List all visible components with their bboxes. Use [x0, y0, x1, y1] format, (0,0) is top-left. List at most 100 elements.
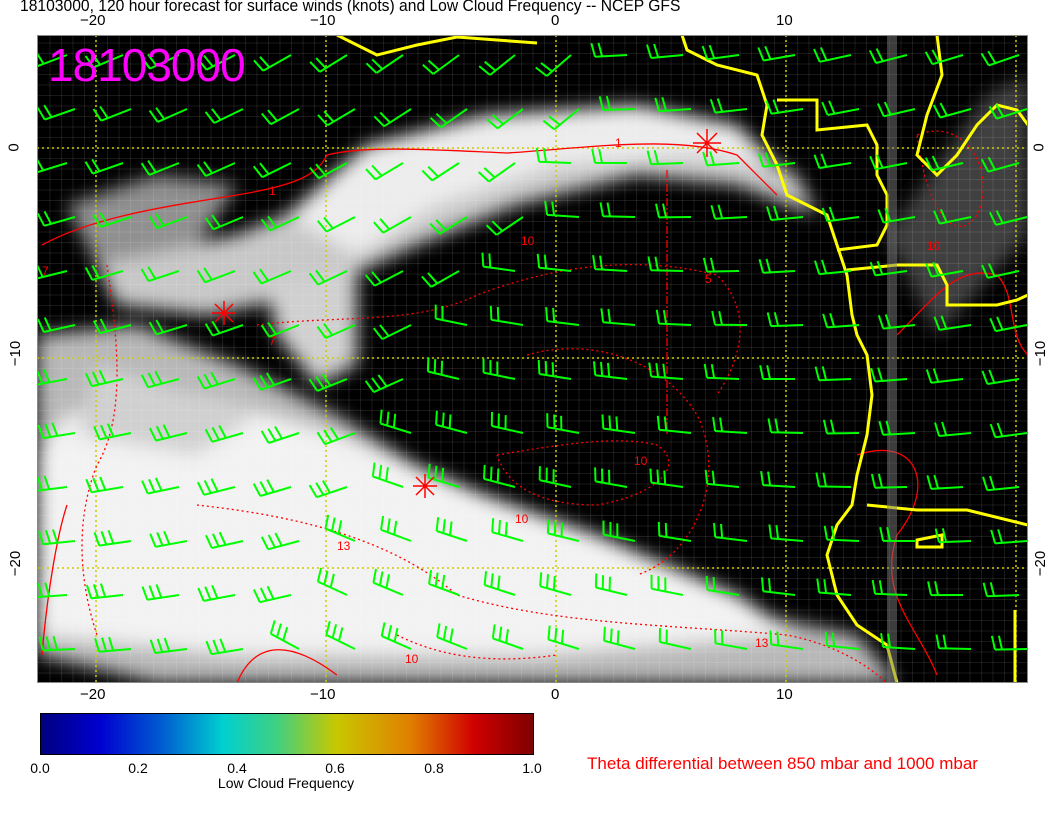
wind-barb: [654, 97, 692, 113]
wind-barb: [824, 631, 860, 650]
wind-barb: [769, 630, 804, 650]
wind-barb: [714, 629, 748, 650]
coastline: [336, 35, 1028, 683]
wind-barb: [539, 572, 572, 596]
wind-barb: [364, 270, 404, 287]
wind-barb: [702, 257, 740, 273]
wind-barb: [603, 626, 636, 650]
wind-barb: [253, 54, 292, 72]
wind-barb: [308, 480, 348, 499]
map-frame: [37, 35, 1028, 683]
wind-barb: [140, 160, 180, 176]
wind-barb: [925, 262, 964, 278]
lon-tick-bottom: −10: [310, 686, 336, 703]
wind-barb: [252, 479, 292, 497]
wind-barb: [869, 154, 908, 171]
wind-barb: [869, 260, 908, 277]
wind-barb: [702, 151, 740, 167]
wind-barb: [703, 363, 740, 380]
wind-barb: [316, 323, 356, 339]
lat-tick-right: −20: [1032, 550, 1050, 577]
wind-barb: [92, 318, 132, 335]
wind-barb: [37, 582, 68, 599]
wind-barb: [260, 425, 300, 444]
wind-barb: [766, 205, 804, 221]
wind-barb: [308, 373, 348, 392]
wind-barb: [933, 315, 972, 331]
wind-barb: [766, 312, 804, 328]
lat-tick-left: 0: [5, 143, 23, 152]
wind-barb: [647, 256, 684, 272]
lat-tick-right: 0: [1030, 143, 1048, 152]
wind-barb: [309, 162, 348, 180]
wind-barb: [316, 567, 348, 596]
wind-barb: [544, 200, 580, 218]
wind-barb: [428, 569, 460, 596]
wind-barb: [489, 305, 524, 326]
wind-barb: [205, 638, 244, 656]
wind-barb: [252, 162, 292, 179]
wind-barb: [204, 425, 244, 443]
lon-tick-bottom: 0: [551, 686, 560, 703]
wind-barb: [648, 362, 684, 380]
wind-barb: [925, 368, 964, 384]
wind-barb: [600, 308, 636, 326]
wind-barb: [546, 413, 580, 434]
wind-barb: [482, 358, 516, 380]
wind-barb: [876, 101, 916, 118]
wind-barb: [990, 529, 1028, 545]
lat-tick-left: −10: [7, 340, 25, 367]
wind-barb: [709, 98, 748, 114]
wind-barb: [197, 54, 236, 71]
lat-tick-right: −10: [1032, 340, 1050, 367]
wind-barb: [538, 466, 572, 488]
map-edge-band: [887, 35, 897, 683]
wind-barb: [37, 317, 76, 333]
colorbar: [40, 713, 534, 755]
contour-label: 13: [337, 539, 351, 553]
wind-barb: [148, 319, 188, 336]
wind-barb: [252, 372, 292, 391]
wind-barb: [821, 206, 860, 223]
wind-barb: [765, 99, 804, 115]
wind-barb: [196, 161, 236, 177]
wind-barb: [325, 621, 356, 650]
wind-barb: [590, 42, 628, 58]
wind-barb: [379, 409, 412, 434]
wind-barb: [535, 147, 572, 164]
lon-tick-bottom: 10: [776, 686, 793, 703]
wind-barb: [85, 476, 124, 494]
wind-barb: [477, 162, 516, 183]
wind-barb: [932, 102, 972, 119]
wind-barb: [710, 204, 748, 220]
wind-barb: [542, 108, 580, 131]
wind-barb: [546, 519, 580, 542]
contour-label: 13: [755, 636, 769, 650]
wind-barb: [429, 216, 468, 235]
wind-barb: [85, 583, 124, 600]
wind-barb: [934, 528, 972, 544]
wind-barb: [483, 571, 516, 596]
wind-barb: [545, 307, 580, 326]
wind-barb: [649, 468, 684, 488]
wind-barb: [757, 152, 796, 168]
star-marker: [212, 301, 236, 325]
wind-barb: [655, 309, 692, 326]
colorbar-tick: 0.8: [424, 760, 444, 776]
wind-barb: [140, 266, 180, 283]
wind-barb: [37, 475, 68, 492]
wind-barb: [148, 424, 188, 442]
wind-barb: [92, 212, 132, 228]
wind-barb: [435, 410, 468, 434]
wind-barb: [593, 361, 628, 380]
wind-barb: [92, 105, 132, 122]
lat-lon-grid: [37, 35, 1028, 683]
wind-barb: [870, 367, 908, 383]
wind-barb: [924, 49, 964, 66]
wind-barb: [870, 473, 908, 489]
lon-tick-top: −20: [80, 12, 106, 29]
lon-tick-top: 0: [551, 12, 560, 29]
colorbar-tick: 0.0: [30, 760, 50, 776]
wind-barb: [711, 310, 748, 326]
wind-barb: [989, 316, 1028, 333]
